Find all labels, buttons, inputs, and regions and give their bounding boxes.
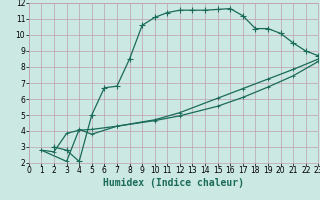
- X-axis label: Humidex (Indice chaleur): Humidex (Indice chaleur): [103, 178, 244, 188]
